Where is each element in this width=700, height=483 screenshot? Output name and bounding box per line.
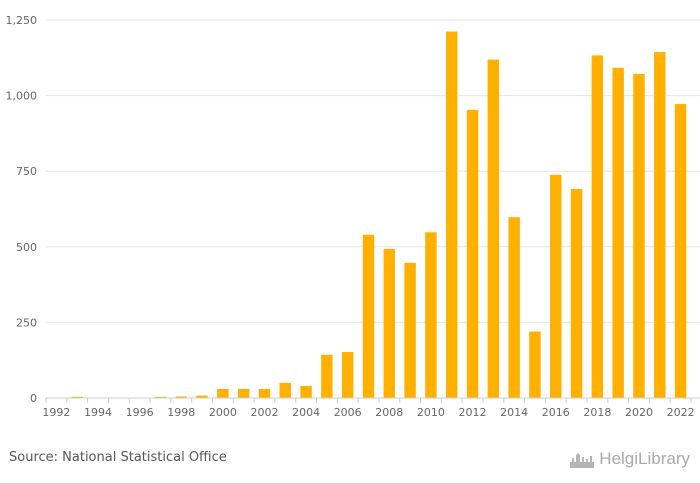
bar-2022[interactable] (674, 104, 687, 398)
x-tick-label: 1996 (126, 406, 154, 419)
x-tick-label: 2016 (542, 406, 570, 419)
bar-2021[interactable] (654, 52, 666, 398)
bar-2005[interactable] (321, 354, 333, 398)
x-tick-label: 2020 (625, 406, 653, 419)
x-tick-label: 2010 (417, 406, 445, 419)
chart-area: 0 250 500 750 1,000 1,250 1992 1994 1996 1998 200… (6, 14, 700, 419)
x-tick-label: 2018 (583, 406, 611, 419)
x-tick-label: 2000 (209, 406, 237, 419)
bar-2000[interactable] (217, 388, 229, 398)
y-tick-label: 0 (30, 392, 37, 405)
bar-2009[interactable] (404, 262, 416, 398)
x-tick-label: 2006 (334, 406, 362, 419)
bar-2008[interactable] (383, 248, 396, 398)
bar-2015[interactable] (529, 331, 541, 398)
x-tick-label: 2022 (667, 406, 695, 419)
bar-2019[interactable] (612, 67, 624, 398)
bar-2011[interactable] (446, 31, 458, 398)
x-tick-label: 1998 (167, 406, 195, 419)
bar-2018[interactable] (591, 55, 604, 398)
y-tick-label: 250 (16, 316, 37, 329)
bar-2012[interactable] (466, 109, 479, 398)
source-note: Source: National Statistical Office (9, 450, 227, 465)
bar-2001[interactable] (237, 388, 250, 398)
x-tick-label: 2004 (292, 406, 320, 419)
x-axis-ticks: 1992 1994 1996 1998 2000 2002 2004 2006 2008 2010… (42, 398, 695, 419)
y-tick-label: 500 (16, 241, 37, 254)
x-tick-label: 2014 (500, 406, 528, 419)
bar-2006[interactable] (341, 352, 354, 398)
y-tick-label: 1,000 (6, 90, 38, 103)
y-tick-label: 1,250 (6, 14, 38, 27)
bar-2013[interactable] (487, 59, 500, 398)
x-tick-label: 2012 (459, 406, 487, 419)
y-axis-ticks: 0 250 500 750 1,000 1,250 (6, 14, 38, 405)
bar-2003[interactable] (279, 382, 291, 398)
x-tick-label: 2002 (250, 406, 278, 419)
bar-1997[interactable] (154, 396, 167, 398)
gridlines (46, 19, 700, 323)
bar-2016[interactable] (550, 174, 562, 398)
bar-1993[interactable] (71, 396, 83, 398)
bar-2017[interactable] (570, 189, 583, 398)
brand-name: HelgiLibrary (599, 449, 690, 468)
bar-chart: 0 250 500 750 1,000 1,250 1992 1994 1996 1998 200… (6, 14, 700, 419)
helgilibrary-logo[interactable]: HelgiLibrary (569, 448, 690, 470)
bar-2004[interactable] (300, 385, 312, 398)
skyline-logo-icon (570, 453, 595, 468)
bar-2002[interactable] (258, 388, 271, 398)
x-tick-label: 1994 (84, 406, 112, 419)
bar-2014[interactable] (508, 217, 520, 398)
bar-2010[interactable] (425, 232, 437, 398)
bar-1998[interactable] (175, 396, 187, 398)
y-tick-label: 750 (16, 165, 37, 178)
bar-1999[interactable] (196, 395, 208, 398)
bar-2007[interactable] (362, 234, 375, 398)
x-tick-label: 1992 (42, 406, 70, 419)
bar-2020[interactable] (633, 73, 645, 398)
bars (71, 31, 687, 398)
x-tick-label: 2008 (375, 406, 403, 419)
